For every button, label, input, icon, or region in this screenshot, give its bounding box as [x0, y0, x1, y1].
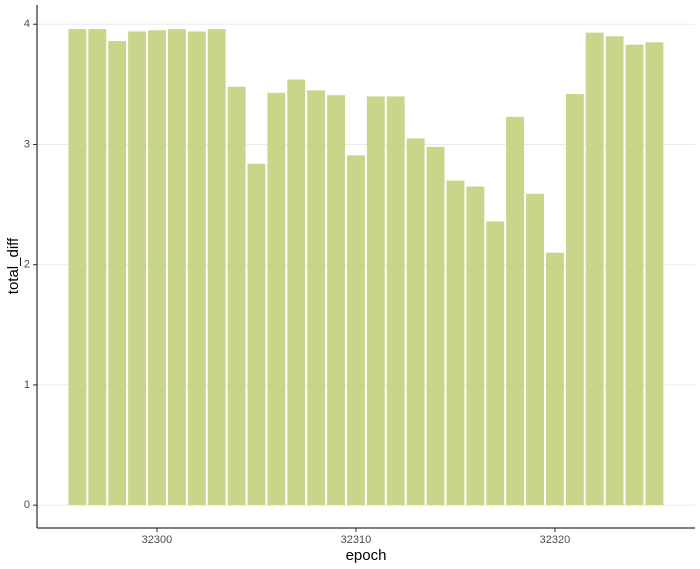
y-axis-title: total_diff [5, 237, 22, 294]
bar [406, 138, 425, 506]
bar [565, 93, 584, 506]
x-tick-label: 32300 [142, 534, 173, 546]
bar [108, 41, 127, 506]
bar [307, 90, 326, 506]
bar [346, 155, 365, 506]
y-tick-label: 3 [24, 138, 30, 150]
bar [366, 96, 385, 506]
bar [506, 116, 525, 506]
bar [466, 186, 485, 506]
bar [207, 29, 226, 506]
bar [386, 96, 405, 506]
y-tick-label: 4 [24, 18, 30, 30]
y-tick-label: 2 [24, 259, 30, 271]
bar [426, 146, 445, 506]
bar [486, 221, 505, 506]
bar [128, 31, 147, 506]
x-axis-title: epoch [346, 547, 387, 564]
bar [327, 95, 346, 506]
bar [227, 86, 246, 506]
y-tick-label: 0 [24, 499, 30, 511]
bar [88, 29, 107, 506]
bar [267, 92, 286, 506]
bar [247, 163, 266, 506]
bar [68, 29, 87, 506]
bar [625, 44, 644, 506]
bar [645, 42, 664, 506]
bar [187, 31, 206, 506]
bar [287, 79, 306, 506]
bar [148, 30, 166, 506]
bar [526, 193, 544, 506]
y-tick-label: 1 [24, 379, 30, 391]
bar [446, 180, 465, 506]
bar [585, 32, 604, 506]
x-tick-label: 32310 [341, 534, 372, 546]
bar [167, 29, 186, 506]
bar [605, 36, 624, 506]
x-tick-label: 32320 [540, 534, 571, 546]
bar [545, 252, 564, 506]
